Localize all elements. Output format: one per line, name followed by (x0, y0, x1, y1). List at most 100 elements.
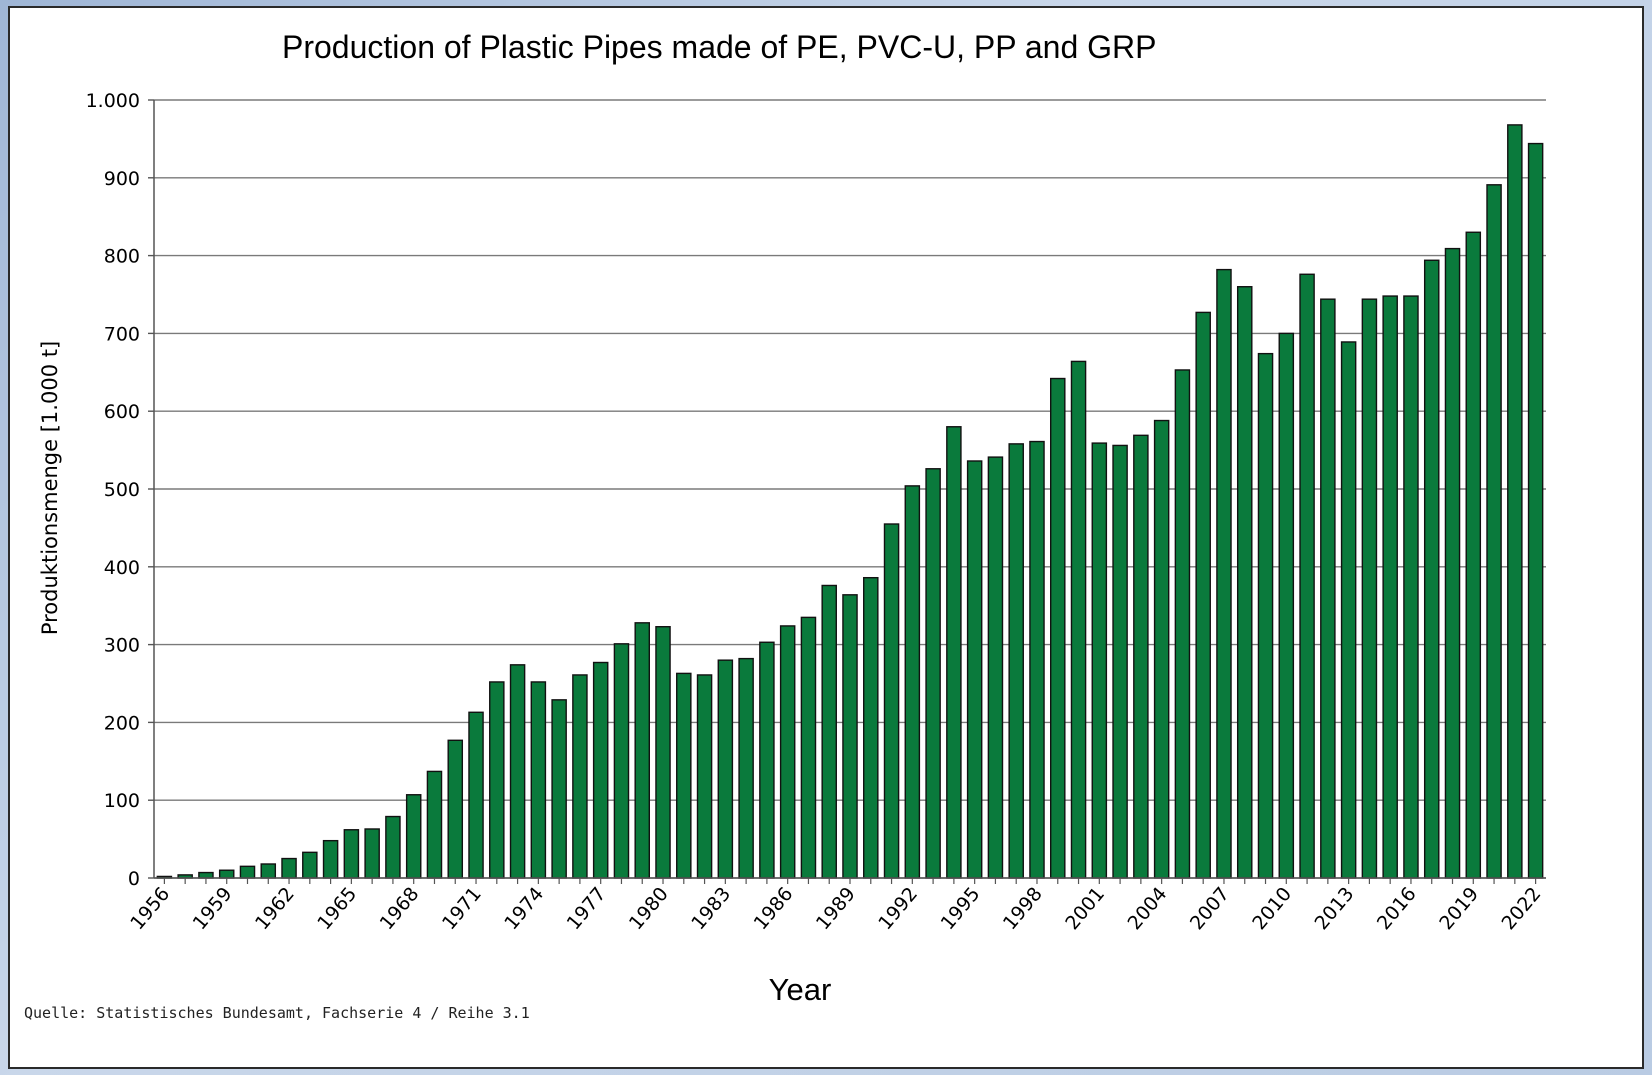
x-tick-label: 2019 (1435, 883, 1483, 934)
bar-1966 (364, 828, 380, 879)
bar-2008 (1236, 286, 1253, 879)
x-tick-label: 1956 (126, 883, 174, 934)
y-tick-label: 800 (104, 246, 140, 268)
bar-1982 (696, 674, 713, 879)
bar-2009 (1257, 352, 1274, 879)
y-tick-label: 900 (104, 168, 140, 190)
chart-panel: 0 100 200 300 400 500 600 700 800 900 1.000 1956 19… (8, 6, 1644, 1069)
bar-2020 (1486, 184, 1502, 879)
x-tick-label: 2022 (1498, 883, 1546, 934)
x-tick-label: 1977 (563, 883, 611, 934)
bar-2015 (1382, 295, 1398, 879)
chart-title: Production of Plastic Pipes made of PE, … (282, 29, 1156, 65)
bar-1970 (447, 739, 464, 879)
x-tick-label: 1968 (376, 883, 424, 934)
bar-2022 (1527, 142, 1544, 879)
x-tick-label: 1986 (750, 883, 798, 934)
bar-1978 (613, 643, 630, 879)
bar-1977 (592, 661, 609, 879)
bar-2019 (1465, 231, 1482, 879)
bar-1961 (260, 863, 277, 879)
bar-2004 (1153, 419, 1170, 879)
bar-1994 (946, 426, 962, 879)
bar-2011 (1299, 273, 1315, 879)
y-tick-labels: 0 100 200 300 400 500 600 700 800 900 1.000 (86, 90, 140, 890)
bar-2000 (1070, 360, 1087, 879)
bar-1983 (717, 659, 734, 879)
y-tick-label: 400 (104, 557, 140, 579)
bar-1997 (1008, 443, 1024, 879)
y-tick-label: 600 (104, 401, 140, 423)
bar-2001 (1091, 442, 1108, 879)
bar-2010 (1278, 332, 1295, 879)
bar-2003 (1133, 434, 1149, 879)
x-tick-label: 2001 (1061, 883, 1109, 934)
x-tick-label: 2013 (1311, 883, 1359, 934)
bar-2006 (1195, 311, 1211, 879)
x-tick-label: 1995 (937, 883, 985, 934)
bar-1990 (863, 576, 879, 879)
x-tick-label: 1992 (874, 883, 922, 934)
bar-1986 (779, 625, 796, 879)
bar-1984 (738, 657, 754, 879)
x-tick-label: 2004 (1124, 883, 1172, 934)
bar-1963 (302, 851, 318, 879)
bar-1981 (676, 672, 692, 879)
x-axis-title: Year (769, 972, 832, 1007)
bar-1992 (904, 485, 921, 879)
x-tick-label: 2007 (1186, 883, 1234, 934)
bar-2014 (1361, 298, 1378, 879)
source-note: Quelle: Statistisches Bundesamt, Fachser… (24, 1004, 530, 1022)
bar-1975 (551, 699, 567, 879)
x-tick-label: 1962 (251, 883, 299, 934)
bar-1976 (572, 674, 588, 879)
bar-1958 (198, 871, 214, 879)
bar-1973 (509, 664, 526, 879)
bar-1962 (281, 857, 297, 879)
bar-1969 (426, 770, 443, 879)
bar-1998 (1029, 440, 1045, 879)
y-tick-label: 300 (104, 635, 140, 657)
x-tick-label: 1989 (812, 883, 860, 934)
y-tick-label: 200 (104, 712, 140, 734)
bar-2002 (1112, 444, 1128, 879)
y-tick-label: 500 (104, 479, 140, 501)
y-tick-label: 1.000 (86, 90, 140, 112)
bar-1959 (218, 869, 235, 879)
bar-1991 (883, 523, 900, 879)
y-tick-label: 100 (104, 790, 140, 812)
x-tick-label: 1974 (500, 883, 548, 934)
x-tick-label: 2016 (1373, 883, 1421, 934)
x-tick-label: 1980 (625, 883, 673, 934)
bar-2016 (1403, 295, 1419, 879)
bar-2013 (1340, 341, 1357, 879)
bar-1989 (842, 594, 858, 879)
x-tick-label: 1959 (189, 883, 237, 934)
bar-2007 (1216, 268, 1232, 879)
bar-1972 (489, 681, 505, 879)
bar-1971 (468, 711, 484, 879)
bar-1968 (405, 794, 422, 879)
bar-1967 (385, 815, 401, 879)
bar-1974 (530, 681, 547, 879)
bar-2005 (1174, 369, 1191, 879)
bar-1996 (987, 456, 1004, 879)
bar-1987 (800, 616, 817, 879)
x-tick-label: 1998 (999, 883, 1047, 934)
bar-1965 (343, 829, 360, 879)
bar-1985 (759, 641, 775, 879)
bar-1999 (1049, 377, 1066, 879)
bar-1988 (821, 584, 837, 879)
bar-2018 (1444, 247, 1461, 879)
x-tick-label: 1983 (687, 883, 735, 934)
x-tick-label: 1965 (313, 883, 361, 934)
bar-1960 (239, 865, 256, 879)
x-tick-label: 2010 (1248, 883, 1296, 934)
x-tick-label: 1971 (438, 883, 486, 934)
y-axis-title: Produktionsmenge [1.000 t] (38, 341, 62, 635)
bar-1979 (634, 622, 651, 879)
bar-1964 (322, 839, 339, 879)
bar-1995 (966, 460, 983, 879)
bar-2021 (1507, 124, 1523, 879)
